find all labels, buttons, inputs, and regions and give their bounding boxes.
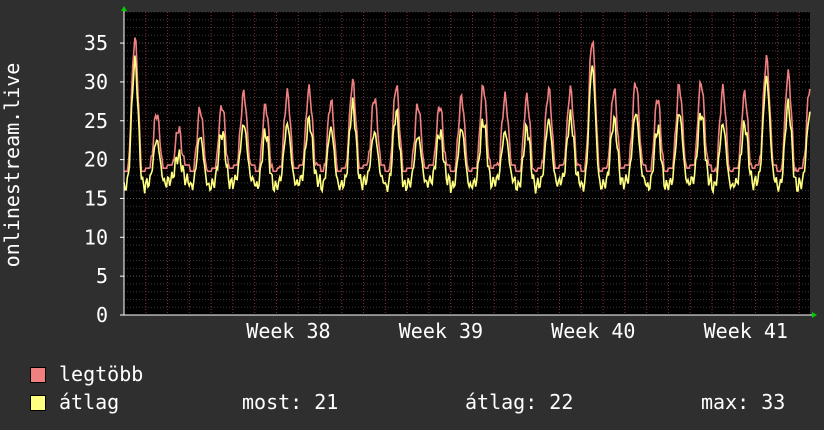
y-tick-labels: 0 5 10 15 20 25 30 35 bbox=[84, 31, 108, 327]
series-layer bbox=[123, 37, 811, 196]
x-tick-label: Week 41 bbox=[704, 319, 788, 343]
y-axis-label: onlinestream.live bbox=[0, 63, 24, 268]
series-line-legtobb bbox=[124, 37, 811, 175]
y-tick-label: 35 bbox=[84, 31, 108, 55]
y-tick-label: 0 bbox=[96, 303, 108, 327]
grid-vertical bbox=[145, 12, 800, 315]
x-tick-label: Week 38 bbox=[246, 319, 330, 343]
legend-label-max: legtöbb bbox=[59, 362, 144, 386]
y-tick-label: 20 bbox=[84, 148, 108, 172]
x-axis-arrow bbox=[812, 312, 817, 318]
y-tick-label: 10 bbox=[84, 225, 108, 249]
legend-swatch-avg bbox=[30, 395, 46, 411]
series-line-atlag bbox=[123, 55, 811, 196]
legend-label-avg: átlag bbox=[59, 390, 120, 414]
x-tick-label: Week 40 bbox=[551, 319, 635, 343]
axes bbox=[120, 6, 817, 318]
y-tick-label: 5 bbox=[96, 264, 108, 288]
y-axis-arrow bbox=[121, 6, 127, 11]
x-tick-label: Week 39 bbox=[399, 319, 483, 343]
x-tick-labels: Week 38 Week 39 Week 40 Week 41 bbox=[246, 319, 788, 343]
y-tick-label: 25 bbox=[84, 109, 108, 133]
legend-swatch-max bbox=[30, 367, 46, 383]
y-tick-label: 30 bbox=[84, 70, 108, 94]
stat-average: átlag: 22 bbox=[465, 390, 574, 414]
y-tick-label: 15 bbox=[84, 186, 108, 210]
stat-max: max: 33 bbox=[701, 390, 786, 414]
stat-now: most: 21 bbox=[242, 390, 339, 414]
